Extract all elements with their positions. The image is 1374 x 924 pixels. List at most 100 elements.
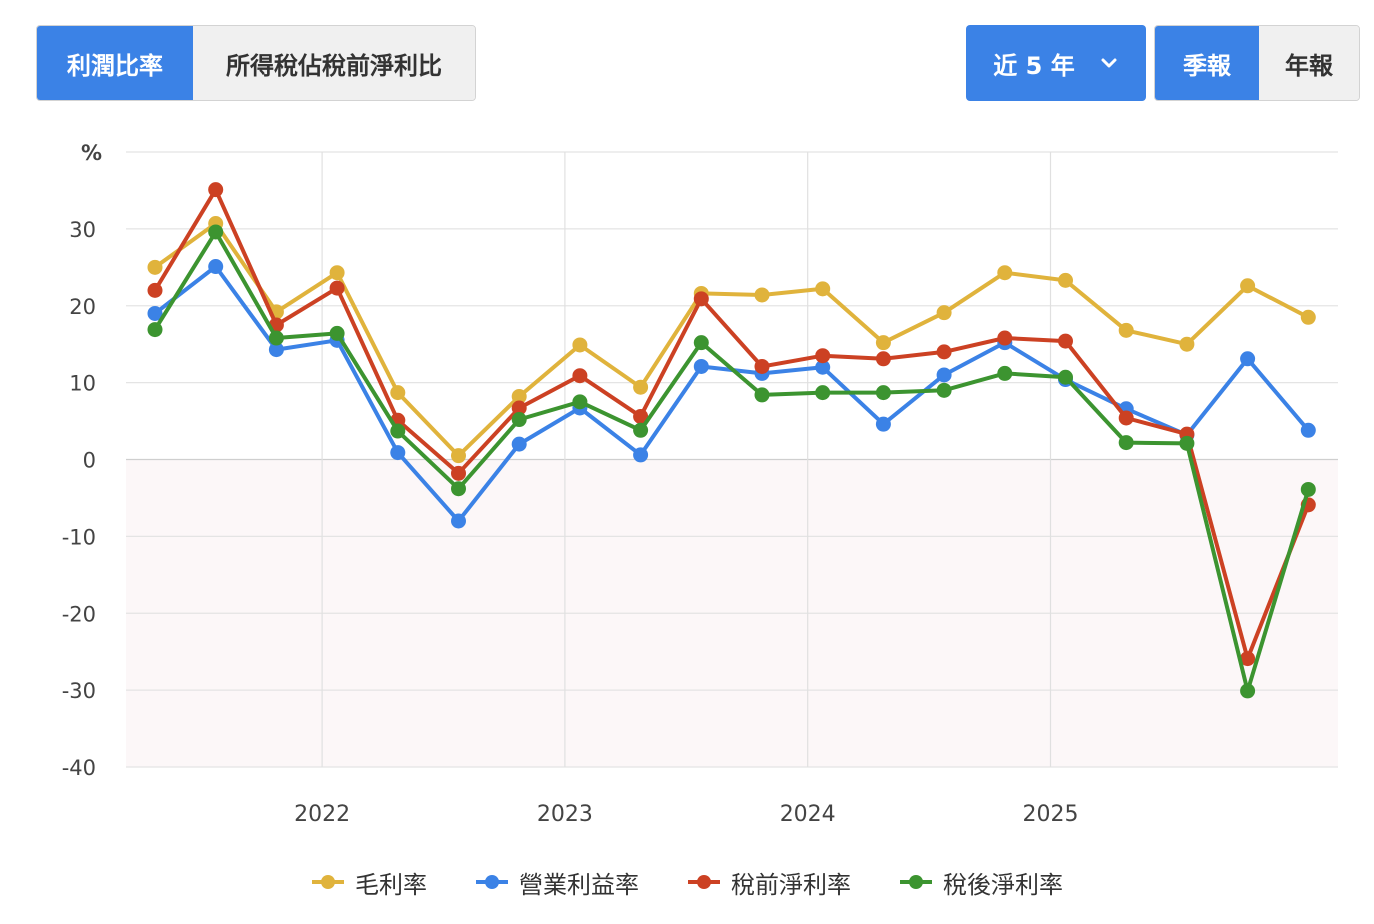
data-point: [451, 481, 466, 497]
data-point: [451, 513, 466, 529]
x-tick-label: 2024: [780, 802, 836, 827]
legend-item[interactable]: 營業利益率: [475, 865, 639, 900]
legend-label: 毛利率: [355, 870, 427, 899]
chevron-down-icon: [1099, 53, 1119, 73]
legend-item[interactable]: 毛利率: [311, 865, 427, 900]
series-3: [147, 224, 1316, 699]
data-point: [997, 365, 1013, 381]
data-point: [936, 344, 952, 360]
legend-label: 營業利益率: [519, 870, 639, 899]
legend-marker-icon: [476, 875, 508, 889]
data-point: [1118, 435, 1134, 451]
x-tick-label: 2025: [1023, 802, 1079, 827]
data-point: [693, 358, 709, 374]
series-0: [147, 215, 1316, 464]
data-point: [815, 359, 831, 375]
y-axis-label: %: [81, 141, 102, 165]
data-point: [208, 224, 224, 240]
series-2: [147, 182, 1316, 667]
data-point: [936, 305, 952, 321]
y-tick-label: -30: [62, 679, 96, 703]
chart-legend: 毛利率 營業利益率 稅前淨利率 稅後淨利率: [0, 862, 1374, 902]
data-point: [633, 447, 649, 463]
data-point: [451, 448, 466, 464]
data-point: [390, 385, 406, 401]
data-point: [451, 465, 466, 481]
data-point: [511, 412, 527, 428]
legend-item[interactable]: 稅後淨利率: [899, 865, 1063, 900]
y-tick-label: -40: [62, 756, 96, 780]
y-tick-label: 0: [83, 449, 96, 473]
data-point: [875, 416, 891, 432]
data-point: [511, 388, 527, 404]
series-line: [153, 221, 1311, 458]
x-tick-label: 2022: [294, 802, 350, 827]
data-point: [936, 367, 952, 383]
data-point: [693, 291, 709, 307]
data-point: [815, 348, 831, 364]
data-point: [815, 281, 831, 297]
data-point: [997, 265, 1013, 281]
data-point: [1240, 351, 1256, 367]
quarterly-button[interactable]: 季報: [1155, 26, 1259, 100]
data-point: [815, 385, 831, 401]
legend-item[interactable]: 稅前淨利率: [687, 865, 851, 900]
data-point: [875, 385, 891, 401]
legend-marker-icon: [900, 875, 932, 889]
data-point: [147, 259, 163, 275]
y-tick-label: 10: [69, 372, 96, 396]
data-point: [1240, 683, 1256, 699]
data-point: [390, 423, 406, 439]
data-point: [936, 382, 952, 398]
data-point: [329, 265, 345, 281]
data-point: [511, 436, 527, 452]
data-point: [147, 322, 163, 338]
data-point: [633, 379, 649, 395]
period-label: 近 5 年: [993, 51, 1075, 80]
period-dropdown[interactable]: 近 5 年: [966, 25, 1146, 101]
y-tick-label: 30: [69, 218, 96, 242]
data-point: [511, 400, 527, 416]
data-point: [754, 387, 770, 403]
data-point: [329, 280, 345, 296]
data-point: [147, 282, 163, 298]
data-point: [329, 325, 345, 341]
data-point: [1058, 369, 1073, 385]
data-point: [1118, 322, 1134, 338]
data-point: [754, 287, 770, 303]
data-point: [1179, 336, 1195, 352]
series-line: [153, 230, 1311, 693]
data-point: [268, 342, 284, 358]
data-point: [268, 330, 284, 346]
data-point: [208, 259, 224, 275]
data-point: [875, 351, 891, 367]
data-point: [693, 335, 709, 351]
legend-label: 稅後淨利率: [943, 870, 1063, 899]
data-point: [572, 394, 588, 410]
data-point: [997, 330, 1013, 346]
data-point: [390, 445, 406, 461]
annual-button[interactable]: 年報: [1259, 26, 1359, 100]
data-point: [1058, 272, 1073, 288]
ratio-type-toggle: 利潤比率 所得稅佔稅前淨利比: [36, 25, 476, 101]
data-point: [147, 305, 163, 321]
data-point: [572, 337, 588, 353]
data-point: [1058, 333, 1073, 349]
data-point: [875, 335, 891, 351]
data-point: [1240, 651, 1256, 667]
tax-ratio-tab[interactable]: 所得稅佔稅前淨利比: [193, 26, 475, 100]
profit-ratio-chart: -40 -30 -20 -10 0 10 20 30% 2022 2023 2024 2025: [62, 141, 1338, 827]
legend-marker-icon: [688, 875, 720, 889]
data-point: [1118, 410, 1134, 426]
data-point: [572, 368, 588, 384]
frequency-toggle: 季報 年報: [1154, 25, 1360, 101]
y-tick-label: -10: [62, 525, 96, 549]
profit-ratio-tab[interactable]: 利潤比率: [37, 26, 193, 100]
data-point: [1240, 278, 1256, 294]
data-point: [1300, 422, 1316, 438]
data-point: [208, 182, 224, 198]
y-tick-label: 20: [69, 295, 96, 319]
data-point: [633, 422, 649, 438]
data-point: [1300, 481, 1316, 497]
y-tick-label: -20: [62, 602, 96, 626]
